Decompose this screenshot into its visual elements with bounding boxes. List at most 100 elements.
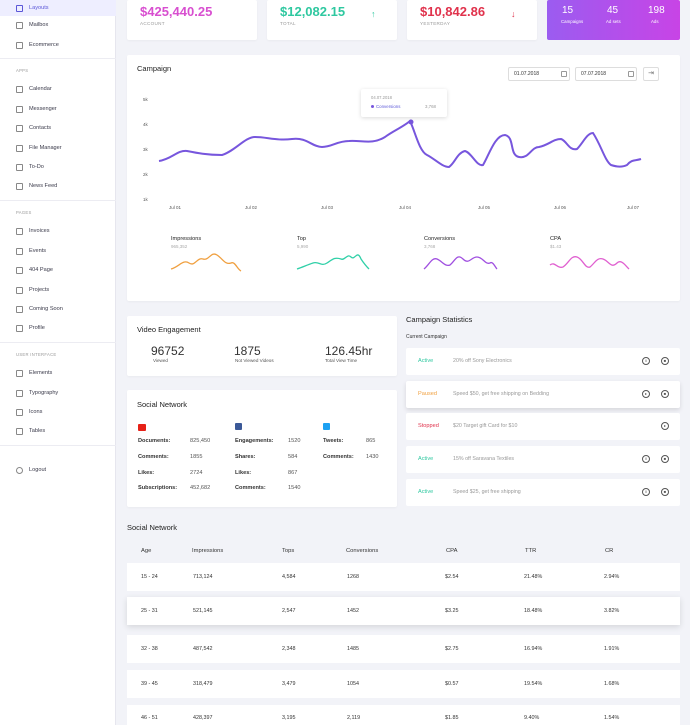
- cpa-sparkline: [549, 256, 630, 270]
- cell: 3.82%: [604, 608, 620, 614]
- todo-icon: [16, 163, 23, 171]
- table-row[interactable]: 39 - 45 318,479 3,479 1054 $0.57 19.54% …: [127, 670, 680, 698]
- campaign-stats-subtitle: Current Campaign: [406, 334, 447, 340]
- date-from-input[interactable]: 01.07.2018: [508, 67, 570, 81]
- divider: [0, 445, 116, 446]
- col-header[interactable]: CPA: [446, 548, 458, 554]
- layouts-icon: [16, 4, 23, 12]
- pause-icon[interactable]: ‖: [642, 455, 650, 463]
- cell: 2,348: [282, 646, 296, 652]
- col-header[interactable]: Conversions: [346, 548, 379, 554]
- elements-icon: [16, 369, 23, 377]
- stop-icon[interactable]: ■: [661, 390, 669, 398]
- news-icon: [16, 182, 23, 190]
- play-icon[interactable]: ▸: [661, 422, 669, 430]
- play-icon[interactable]: ▸: [642, 390, 650, 398]
- campaign-status: Paused: [418, 391, 437, 397]
- col-header[interactable]: TTR: [525, 548, 537, 554]
- sidebar-item-logout[interactable]: Logout: [0, 462, 116, 478]
- pause-icon[interactable]: ‖: [642, 488, 650, 496]
- ads-label: Ads: [651, 19, 659, 24]
- sidebar-item-tables[interactable]: Tables: [0, 423, 116, 439]
- power-icon: [16, 466, 23, 474]
- cell: 1.68%: [604, 681, 620, 687]
- cell: 1.91%: [604, 646, 620, 652]
- stop-icon[interactable]: ■: [661, 455, 669, 463]
- sidebar-item-projects[interactable]: Projects: [0, 282, 116, 298]
- sidebar-item-ecommerce[interactable]: Ecommerce: [0, 37, 116, 53]
- sidebar-item-icons[interactable]: Icons: [0, 404, 116, 420]
- stop-icon[interactable]: ■: [661, 488, 669, 496]
- table-row[interactable]: 15 - 24 713,124 4,584 1268 $2.54 21.48% …: [127, 563, 680, 591]
- cell: 1.54%: [604, 715, 620, 721]
- video-title: Video Engagement: [137, 325, 201, 334]
- mini-value: 5,990: [297, 244, 309, 249]
- cell: 4,584: [282, 574, 296, 580]
- tw-key: Comments:: [323, 454, 354, 460]
- projects-icon: [16, 286, 23, 294]
- icons-icon: [16, 408, 23, 416]
- section-apps: APPS: [16, 68, 29, 73]
- sidebar-item-contacts[interactable]: Contacts: [0, 120, 116, 136]
- col-header[interactable]: CR: [605, 548, 614, 554]
- cell: $2.54: [445, 574, 459, 580]
- divider: [0, 342, 116, 343]
- sidebar-item-layouts[interactable]: Layouts: [0, 0, 116, 16]
- calendar-icon[interactable]: [561, 71, 567, 77]
- mini-title: Top: [297, 236, 307, 242]
- table-row[interactable]: 46 - 51 428,397 3,195 2,119 $1.85 9.40% …: [127, 705, 680, 725]
- adsets-count: 45: [607, 5, 619, 16]
- campaign-status: Stopped: [418, 423, 439, 429]
- date-to-input[interactable]: 07.07.2018: [575, 67, 637, 81]
- video-label: Viewed: [153, 358, 168, 363]
- sidebar-item-file-manager[interactable]: File Manager: [0, 140, 116, 156]
- sidebar-item-calendar[interactable]: Calendar: [0, 81, 116, 97]
- mini-value: 3,768: [424, 244, 436, 249]
- sidebar-item-404[interactable]: 404 Page: [0, 262, 116, 278]
- campaign-item[interactable]: Paused Speed $50, get free shipping on B…: [406, 381, 680, 408]
- cell: 2,547: [282, 608, 296, 614]
- sidebar-item-mailbox[interactable]: Mailbox: [0, 17, 116, 33]
- x-tick: Jul 07: [627, 205, 640, 210]
- col-header[interactable]: Impressions: [192, 548, 224, 554]
- col-header[interactable]: Tops: [282, 548, 295, 554]
- table-row[interactable]: 25 - 31 521,145 2,547 1452 $3.25 18.48% …: [127, 597, 680, 625]
- campaign-item[interactable]: Active Speed $25, get free shipping ‖ ■: [406, 479, 680, 506]
- export-button[interactable]: ⇥: [643, 67, 659, 81]
- sidebar-item-events[interactable]: Events: [0, 243, 116, 259]
- stop-icon[interactable]: ■: [661, 357, 669, 365]
- campaign-item[interactable]: Active 15% off Saravana Textiles ‖ ■: [406, 446, 680, 473]
- fb-key: Engagements:: [235, 438, 274, 444]
- conversions-sparkline: [423, 256, 498, 270]
- stat-label: YESTERDAY: [420, 21, 451, 26]
- sidebar-item-typography[interactable]: Typography: [0, 385, 116, 401]
- campaign-title: Campaign: [137, 64, 172, 73]
- calendar-icon[interactable]: [628, 71, 634, 77]
- x-tick: Jul 01: [169, 205, 182, 210]
- cell: 521,145: [193, 608, 213, 614]
- tooltip-series: Conversions: [376, 104, 401, 109]
- tables-icon: [16, 427, 23, 435]
- sidebar-item-invoices[interactable]: Invoices: [0, 223, 116, 239]
- campaign-card: Campaign 01.07.2018 07.07.2018 ⇥ 5k 4k 3…: [127, 55, 680, 301]
- sidebar-item-profile[interactable]: Profile: [0, 320, 116, 336]
- sidebar-item-todo[interactable]: To-Do: [0, 159, 116, 175]
- sidebar-item-coming-soon[interactable]: Coming Soon: [0, 301, 116, 317]
- series-dot-icon: [371, 105, 374, 108]
- events-icon: [16, 247, 23, 255]
- table-row[interactable]: 32 - 38 487,542 2,348 1485 $2.75 16.94% …: [127, 635, 680, 663]
- sidebar-item-news-feed[interactable]: News Feed: [0, 178, 116, 194]
- col-header[interactable]: Age: [141, 548, 152, 554]
- cell: 16.94%: [524, 646, 543, 652]
- cell: 2.94%: [604, 574, 620, 580]
- monitor-icon: [16, 266, 23, 274]
- pause-icon[interactable]: ‖: [642, 357, 650, 365]
- sidebar-item-elements[interactable]: Elements: [0, 365, 116, 381]
- tw-key: Tweets:: [323, 438, 344, 444]
- ads-count: 198: [648, 5, 665, 16]
- sidebar-item-messenger[interactable]: Messenger: [0, 101, 116, 117]
- sidebar: Layouts Mailbox Ecommerce APPS Calendar …: [0, 0, 116, 725]
- tooltip-date: 04.07.2018: [371, 95, 392, 100]
- campaign-item[interactable]: Active 20% off Sony Electronics ‖ ■: [406, 348, 680, 375]
- campaign-item[interactable]: Stopped $20 Target gift Card for $10 ▸: [406, 413, 680, 440]
